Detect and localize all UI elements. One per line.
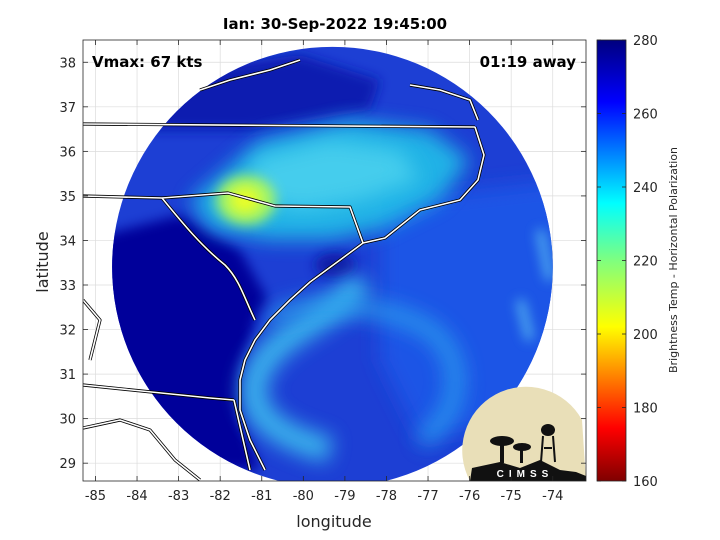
x-axis-ticks: -85 -84 -83 -82 -81 -80 -79 -78 -77 -76 -75 -74 [85, 40, 563, 504]
y-tick-label: 32 [59, 324, 76, 339]
y-tick-label: 37 [59, 101, 76, 116]
y-tick-label: 31 [59, 368, 76, 383]
x-axis-label: longitude [296, 512, 371, 531]
y-tick-label: 33 [59, 279, 76, 294]
cimss-logo-text: CIMSS [497, 469, 554, 480]
y-tick-label: 35 [59, 190, 76, 205]
x-tick-label: -75 [501, 489, 522, 504]
y-tick-label: 36 [59, 145, 76, 160]
eastern-rain-streaks [516, 168, 553, 341]
colorbar-tick-label: 200 [633, 328, 658, 343]
colorbar-tick-label: 280 [633, 34, 658, 49]
colorbar [596, 39, 627, 482]
colorbar-tick-label: 180 [633, 402, 658, 417]
x-tick-label: -78 [376, 489, 397, 504]
x-tick-label: -85 [85, 489, 106, 504]
x-tick-label: -82 [210, 489, 231, 504]
cold-cloud-core-center [230, 187, 260, 213]
x-tick-label: -84 [126, 489, 147, 504]
y-axis-label: latitude [33, 231, 52, 292]
vmax-label: Vmax: 67 kts [92, 53, 202, 71]
y-tick-label: 29 [59, 457, 76, 472]
y-tick-label: 30 [59, 413, 76, 428]
x-tick-label: -74 [542, 489, 563, 504]
x-tick-label: -83 [168, 489, 189, 504]
cimss-logo: CIMSS [462, 386, 586, 481]
cloud-band-light [250, 140, 420, 210]
x-tick-label: -80 [293, 489, 314, 504]
x-tick-label: -77 [417, 489, 438, 504]
colorbar-tick-label: 260 [633, 108, 658, 123]
time-away-label: 01:19 away [480, 53, 577, 71]
x-tick-label: -79 [334, 489, 355, 504]
x-tick-label: -81 [251, 489, 272, 504]
colorbar-ticks: 160 180 200 220 240 260 280 [597, 34, 658, 490]
y-axis-ticks: 29 30 31 32 33 34 35 36 37 38 [59, 56, 586, 472]
state-borders [83, 58, 486, 481]
colorbar-label: Brightness Temp - Horizontal Polarizatio… [667, 147, 680, 373]
colorbar-tick-label: 220 [633, 255, 658, 270]
spiral-band-outer [265, 297, 465, 449]
y-tick-label: 34 [59, 234, 76, 249]
y-tick-label: 38 [59, 56, 76, 71]
plot-frame [82, 39, 587, 482]
x-tick-label: -76 [459, 489, 480, 504]
colorbar-tick-label: 240 [633, 181, 658, 196]
colorbar-tick-label: 160 [633, 475, 658, 490]
map-title: Ian: 30-Sep-2022 19:45:00 [223, 15, 447, 33]
